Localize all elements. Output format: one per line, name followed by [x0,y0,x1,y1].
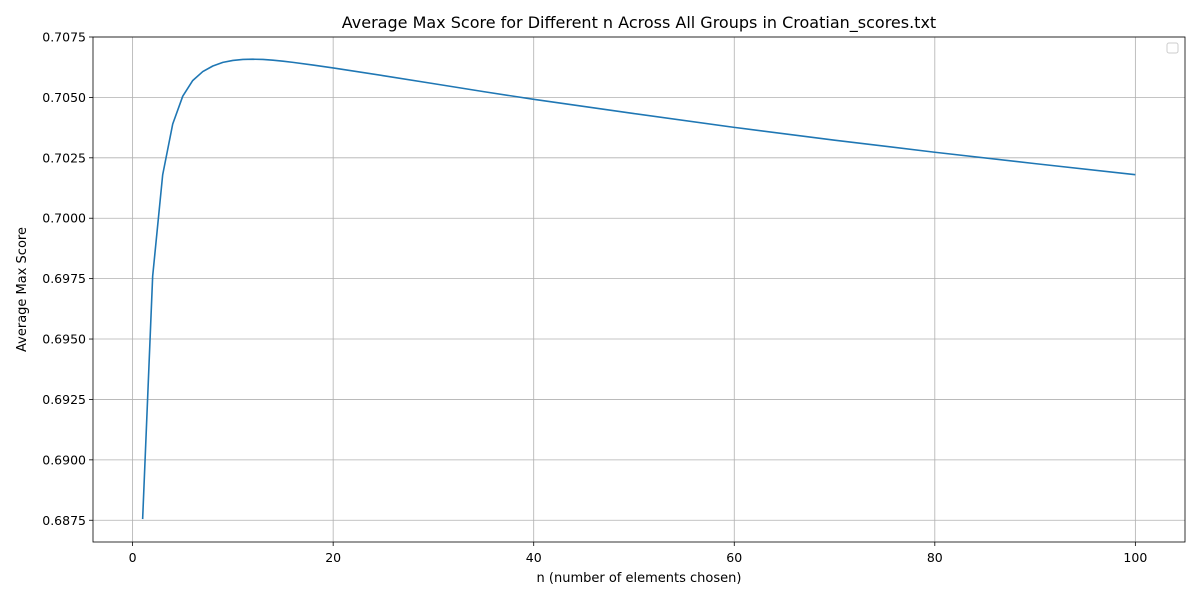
y-tick-label: 0.6925 [42,392,86,407]
x-tick-label: 20 [325,550,341,565]
legend-box[interactable] [1166,42,1179,54]
y-tick-label: 0.7075 [42,30,86,45]
y-tick-label: 0.6950 [42,332,86,347]
x-tick-label: 40 [526,550,542,565]
y-axis-label: Average Max Score [15,227,30,352]
x-axis-label: n (number of elements chosen) [537,571,742,586]
plot-frame [92,36,1186,543]
y-tick-label: 0.7050 [42,90,86,105]
grid-lines [93,36,1185,542]
y-tick-label: 0.6900 [42,452,86,467]
series-layer [141,58,1136,520]
chart-title: Average Max Score for Different n Across… [342,13,936,33]
axis-ticks: 0 20 40 60 80 100 0.6875 0.6900 0.6925 0.6950 0.69… [42,30,1147,566]
series-line [141,58,1136,520]
x-tick-label: 100 [1123,550,1147,565]
x-tick-label: 80 [927,550,943,565]
y-tick-label: 0.7025 [42,150,86,165]
y-tick-label: 0.7000 [42,211,86,226]
y-tick-label: 0.6875 [42,513,86,528]
x-tick-label: 0 [129,550,137,565]
y-tick-label: 0.6975 [42,271,86,286]
x-tick-label: 60 [726,550,742,565]
